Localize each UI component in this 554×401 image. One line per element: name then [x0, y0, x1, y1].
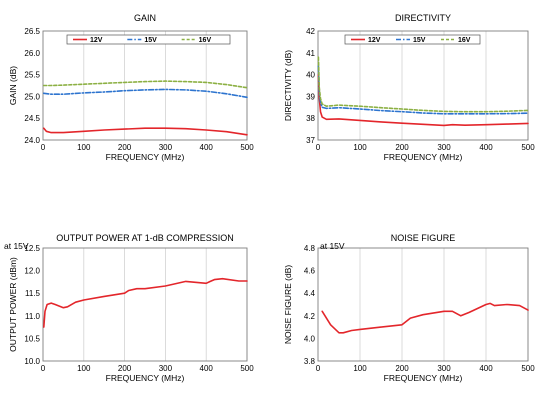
- nf-x-tick-label: 300: [437, 364, 451, 373]
- gain-x-tick-label: 400: [200, 143, 214, 152]
- p1db-y-axis-label: OUTPUT POWER (dBm): [8, 257, 18, 352]
- directivity-y-tick-label: 41: [306, 49, 315, 58]
- gain-legend-label-12v: 12V: [90, 37, 103, 44]
- gain-chart: 24.0 24.5 25.0 25.5 26.0 26.5 0 100 200 300 400 500…: [8, 13, 254, 162]
- directivity-x-tick-label: 500: [521, 143, 535, 152]
- p1db-y-tick-label: 10.0: [24, 357, 40, 366]
- directivity-series-line-15v: [317, 65, 529, 115]
- nf-x-tick-label: 400: [479, 364, 493, 373]
- gain-x-tick-label: 500: [240, 143, 254, 152]
- nf-x-tick-label: 500: [521, 364, 535, 373]
- directivity-chart: 37 38 39 40 41 42 0 100 200 300 400 500 DIRECTIVITY F…: [283, 13, 535, 162]
- nf-condition-note: at 15V: [320, 241, 345, 251]
- gain-legend-label-16v: 16V: [199, 37, 212, 44]
- gain-series-line-15v: [42, 88, 248, 99]
- directivity-y-axis-label: DIRECTIVITY (dB): [283, 50, 293, 121]
- p1db-y-tick-label: 11.5: [25, 289, 41, 298]
- directivity-y-tick-label: 40: [306, 71, 315, 80]
- gain-y-tick-label: 25.5: [24, 71, 40, 80]
- nf-x-tick-label: 200: [395, 364, 409, 373]
- gain-legend: 12V 15V 16V: [66, 34, 231, 45]
- gain-y-tick-label: 26.5: [24, 27, 40, 36]
- p1db-x-tick-label: 100: [77, 364, 91, 373]
- p1db-y-tick-label: 12.0: [24, 267, 40, 276]
- p1db-x-axis-label: FREQUENCY (MHz): [106, 373, 185, 383]
- p1db-y-tick-label: 11.0: [25, 312, 41, 321]
- nf-chart-title: NOISE FIGURE: [391, 233, 456, 243]
- gain-series-line-16v: [42, 80, 248, 89]
- directivity-y-tick-label: 39: [306, 92, 315, 101]
- nf-chart: 3.8 4.0 4.2 4.4 4.6 4.8 0 100 200 300 400 500 NOISE …: [283, 233, 535, 383]
- p1db-plot-frame: [42, 247, 248, 362]
- nf-x-tick-label: 100: [353, 364, 367, 373]
- directivity-x-tick-label: 200: [395, 143, 409, 152]
- p1db-condition-note: at 15V: [4, 241, 29, 251]
- directivity-legend-label-12v: 12V: [368, 37, 381, 44]
- p1db-x-tick-label: 400: [200, 364, 214, 373]
- directivity-chart-title: DIRECTIVITY: [395, 13, 451, 23]
- directivity-x-axis-label: FREQUENCY (MHz): [384, 152, 463, 162]
- directivity-x-tick-label: 0: [316, 143, 321, 152]
- gain-y-axis-label: GAIN (dB): [8, 66, 18, 105]
- nf-x-axis-label: FREQUENCY (MHz): [384, 373, 463, 383]
- gain-y-tick-label: 25.0: [24, 92, 40, 101]
- gain-x-tick-label: 0: [41, 143, 46, 152]
- nf-y-axis-label: NOISE FIGURE (dB): [283, 265, 293, 345]
- directivity-series-line-16v: [317, 56, 529, 113]
- gain-series-line-12v: [42, 127, 248, 136]
- gain-x-tick-label: 200: [118, 143, 132, 152]
- gain-chart-title: GAIN: [134, 13, 156, 23]
- gain-y-tick-label: 24.5: [24, 114, 40, 123]
- nf-series-line-main: [321, 302, 529, 334]
- gain-x-tick-label: 100: [77, 143, 91, 152]
- directivity-legend-box: [344, 34, 481, 45]
- gain-y-tick-label: 24.0: [24, 136, 40, 145]
- directivity-y-tick-label: 38: [306, 114, 315, 123]
- nf-x-tick-label: 0: [316, 364, 321, 373]
- p1db-y-tick-label: 12.5: [24, 244, 40, 253]
- directivity-x-tick-label: 100: [353, 143, 367, 152]
- directivity-series-line-12v: [317, 73, 529, 127]
- directivity-y-tick-label: 37: [306, 136, 315, 145]
- nf-y-tick-label: 4.0: [304, 334, 316, 343]
- p1db-chart: 10.0 10.5 11.0 11.5 12.0 12.5 0 100 200 300 400 500…: [4, 233, 254, 383]
- nf-y-tick-label: 4.4: [304, 289, 316, 298]
- directivity-x-tick-label: 400: [479, 143, 493, 152]
- directivity-legend-label-16v: 16V: [458, 37, 471, 44]
- directivity-x-tick-label: 300: [437, 143, 451, 152]
- directivity-legend-label-15v: 15V: [413, 37, 426, 44]
- gain-plot-frame: [42, 30, 248, 141]
- nf-plot-frame: [317, 247, 529, 362]
- nf-y-tick-label: 4.6: [304, 267, 316, 276]
- p1db-x-tick-label: 200: [118, 364, 132, 373]
- gain-y-tick-label: 26.0: [24, 49, 40, 58]
- gain-legend-label-15v: 15V: [144, 37, 157, 44]
- p1db-x-tick-label: 500: [240, 364, 254, 373]
- nf-y-tick-label: 4.2: [304, 312, 316, 321]
- directivity-y-tick-label: 42: [306, 27, 315, 36]
- p1db-x-tick-label: 300: [159, 364, 173, 373]
- p1db-chart-title: OUTPUT POWER AT 1-dB COMPRESSION: [56, 233, 234, 243]
- gain-x-tick-label: 300: [159, 143, 173, 152]
- directivity-plot-frame: [317, 30, 529, 141]
- nf-y-tick-label: 3.8: [304, 357, 316, 366]
- gain-x-axis-label: FREQUENCY (MHz): [106, 152, 185, 162]
- gain-legend-box: [66, 34, 231, 45]
- directivity-legend: 12V 15V 16V: [344, 34, 481, 45]
- p1db-y-tick-label: 10.5: [24, 334, 40, 343]
- p1db-x-tick-label: 0: [41, 364, 46, 373]
- nf-y-tick-label: 4.8: [304, 244, 316, 253]
- p1db-series-line-main: [42, 277, 248, 328]
